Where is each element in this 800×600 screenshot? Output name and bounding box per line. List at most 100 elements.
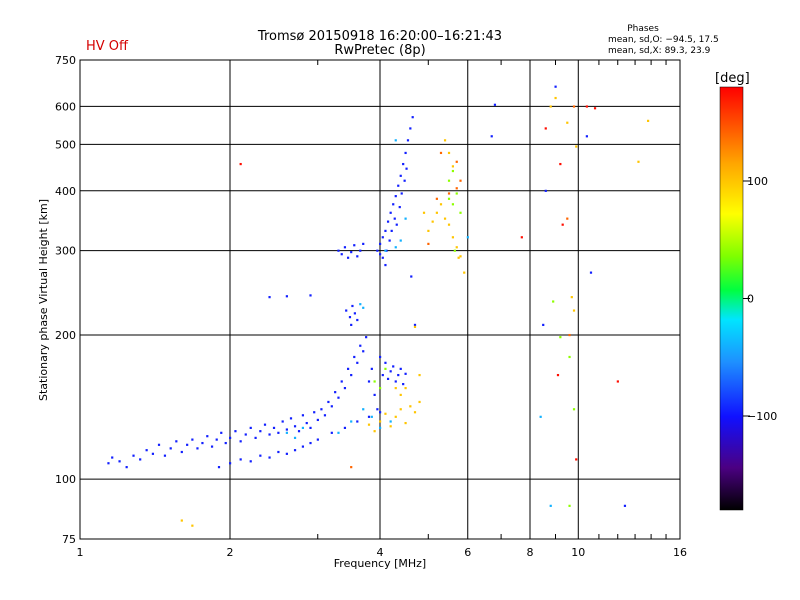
- y-tick-label: 200: [55, 329, 76, 342]
- data-point: [157, 443, 161, 446]
- data-point: [439, 151, 443, 155]
- data-point: [455, 160, 458, 163]
- x-tick-label: 6: [464, 546, 471, 559]
- data-point: [402, 382, 405, 386]
- data-point: [316, 438, 319, 441]
- data-point: [362, 242, 365, 245]
- data-point: [224, 441, 227, 445]
- data-point: [285, 295, 288, 298]
- data-point: [340, 253, 343, 256]
- data-point: [259, 430, 262, 433]
- data-point: [389, 425, 392, 428]
- data-point: [549, 105, 552, 108]
- data-point: [201, 441, 204, 445]
- data-point: [397, 373, 400, 377]
- data-point: [405, 167, 408, 170]
- data-point: [186, 443, 189, 446]
- data-point: [210, 445, 214, 448]
- data-point: [539, 415, 542, 418]
- x-tick-label: 16: [673, 546, 687, 559]
- chart-subtitle: RwPretec (8p): [334, 43, 425, 58]
- data-point: [422, 211, 426, 214]
- data-point: [459, 211, 462, 214]
- data-point: [139, 458, 142, 461]
- data-point: [404, 151, 407, 155]
- data-point: [313, 411, 316, 414]
- data-point: [359, 249, 362, 252]
- data-point: [343, 426, 347, 430]
- data-point: [268, 433, 271, 436]
- data-point: [285, 428, 288, 431]
- data-point: [337, 396, 340, 399]
- data-point: [132, 454, 135, 457]
- data-point: [520, 236, 523, 239]
- data-point: [418, 373, 421, 377]
- data-point: [229, 462, 232, 465]
- data-point: [373, 393, 376, 397]
- data-point: [345, 309, 348, 312]
- data-point: [293, 436, 297, 439]
- data-point: [457, 256, 460, 259]
- phases-title: Phases: [627, 24, 659, 34]
- data-point: [107, 462, 110, 465]
- y-axis-label: Stationary phase Virtual Height [km]: [37, 199, 50, 401]
- data-point: [293, 449, 297, 452]
- data-point: [169, 447, 172, 450]
- data-point: [390, 229, 393, 232]
- data-point: [447, 197, 451, 200]
- y-tick-label: 600: [55, 100, 76, 113]
- colorbar-tick-label: 0: [747, 293, 754, 306]
- data-point: [151, 452, 155, 455]
- data-point: [373, 430, 376, 433]
- x-tick-label: 8: [527, 546, 534, 559]
- data-point: [370, 367, 373, 370]
- data-point: [337, 249, 340, 252]
- data-point: [379, 426, 382, 430]
- data-point: [451, 165, 455, 168]
- data-point: [549, 504, 552, 507]
- data-point: [443, 217, 447, 220]
- x-tick-label: 10: [571, 546, 585, 559]
- data-point: [309, 441, 312, 445]
- hv-status: HV Off: [86, 39, 129, 54]
- x-tick-label: 2: [227, 546, 234, 559]
- data-point: [343, 386, 347, 390]
- data-point: [435, 211, 438, 214]
- data-point: [637, 160, 640, 163]
- data-point: [394, 380, 397, 383]
- data-point: [362, 350, 365, 353]
- data-point: [447, 151, 451, 155]
- data-point: [394, 386, 397, 390]
- data-point: [552, 300, 555, 303]
- y-tick-label: 75: [62, 533, 76, 546]
- colorbar-tick-label: 100: [747, 175, 768, 188]
- data-point: [281, 420, 284, 423]
- data-points: [107, 85, 650, 527]
- data-point: [297, 430, 301, 433]
- data-point: [544, 189, 547, 192]
- data-point: [386, 377, 390, 380]
- data-point: [353, 355, 356, 359]
- data-point: [490, 135, 493, 138]
- data-point: [263, 423, 267, 426]
- data-point: [443, 139, 447, 142]
- data-point: [435, 197, 438, 200]
- data-point: [439, 203, 443, 206]
- data-point: [220, 431, 223, 434]
- data-point: [559, 162, 562, 166]
- data-point: [340, 380, 343, 383]
- data-point: [589, 271, 593, 274]
- data-point: [570, 296, 573, 299]
- data-point: [111, 456, 114, 459]
- data-point: [406, 139, 410, 142]
- phases-x-stats: mean, sd,X: 89.3, 23.9: [608, 46, 711, 56]
- data-point: [175, 440, 178, 443]
- y-tick-label: 300: [55, 245, 76, 258]
- data-point: [353, 312, 356, 315]
- data-point: [379, 355, 382, 359]
- data-point: [163, 454, 167, 457]
- data-point: [180, 519, 183, 522]
- data-point: [404, 372, 407, 375]
- data-point: [542, 323, 545, 327]
- data-point: [585, 105, 588, 108]
